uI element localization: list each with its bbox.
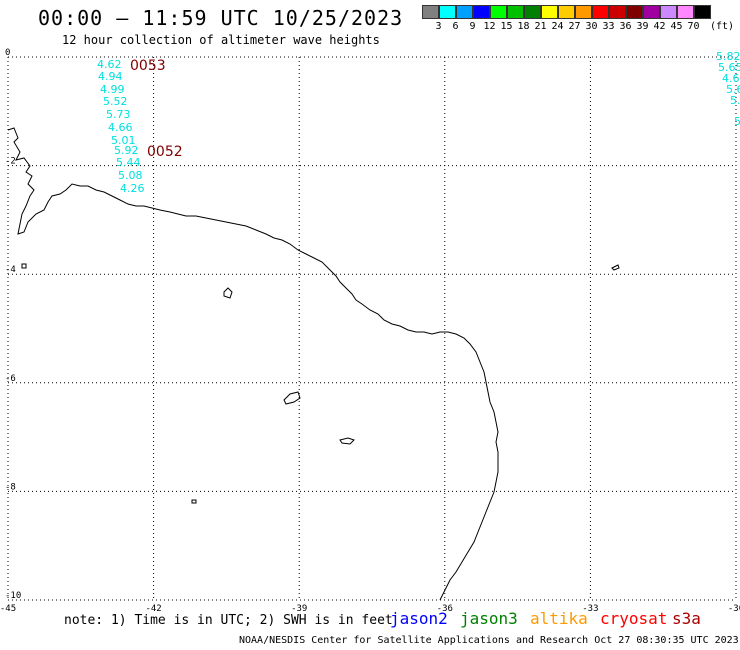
legend-unit: (ft): [710, 21, 735, 32]
legend-label: 24: [551, 21, 564, 32]
wave-height-label: 5.92: [114, 144, 139, 157]
island-6: [21, 263, 27, 269]
wave-height-label: 5.: [730, 94, 740, 107]
coastline: [7, 127, 620, 601]
island-2: [283, 391, 301, 405]
legend-label: 42: [653, 21, 666, 32]
legend-swatch: [609, 5, 626, 19]
lon-tick-label: -42: [145, 604, 161, 614]
legend-label: 30: [585, 21, 598, 32]
wave-height-label: 5.6: [726, 83, 740, 96]
legend-swatch: [541, 5, 558, 19]
legend-label: 9: [469, 21, 476, 32]
map-grid: [7, 56, 737, 601]
legend-swatch: [575, 5, 592, 19]
legend-swatch: [592, 5, 609, 19]
legend-swatch: [694, 5, 711, 19]
legend-swatch: [507, 5, 524, 19]
lon-tick-label: -39: [291, 604, 307, 614]
island-3: [339, 437, 355, 445]
legend-label: 39: [636, 21, 649, 32]
lat-tick-label: -6: [5, 374, 16, 384]
axis-ticks: -45 -42 -39 -36 -33 -30 0 -2 -4 -6 -8 -10: [0, 48, 740, 614]
island-5: [611, 264, 620, 271]
wave-height-label: 5.82: [716, 50, 740, 63]
satellite-label: s3a: [672, 609, 701, 628]
wave-height-label: 5.01: [111, 134, 136, 147]
wave-height-label: 5.65: [718, 61, 740, 74]
legend-swatch: [439, 5, 456, 19]
legend-label: 3: [435, 21, 442, 32]
lat-tick-label: 0: [5, 48, 10, 58]
legend-swatch: [643, 5, 660, 19]
pass-time-label: 0052: [147, 144, 183, 160]
legend-label: 15: [500, 21, 513, 32]
wave-height-label: 4.66: [108, 121, 133, 134]
satellite-label: jason3: [460, 609, 518, 628]
wave-height-label: 5: [734, 115, 740, 128]
legend-label: 18: [517, 21, 530, 32]
legend-label: 6: [452, 21, 459, 32]
wave-height-label: 4.99: [100, 83, 125, 96]
island-4: [191, 499, 197, 504]
lon-tick-label: -30: [728, 604, 740, 614]
satellite-label: altika: [530, 609, 588, 628]
wave-height-label: 4.26: [120, 182, 145, 195]
legend-label: 70: [687, 21, 700, 32]
legend-label: 36: [619, 21, 632, 32]
pass-time-label: 0053: [130, 58, 166, 74]
legend-swatch: [677, 5, 694, 19]
map-title: 00:00 – 11:59 UTC 10/25/2023: [38, 6, 404, 30]
wave-height-label: 5.52: [103, 95, 128, 108]
lat-tick-label: -2: [5, 157, 16, 167]
map-subtitle: 12 hour collection of altimeter wave hei…: [62, 33, 380, 47]
lat-tick-label: -10: [5, 591, 21, 601]
legend-swatch: [558, 5, 575, 19]
lon-tick-label: -36: [437, 604, 453, 614]
color-legend: [422, 5, 711, 19]
legend-swatch: [473, 5, 490, 19]
footer-credit: NOAA/NESDIS Center for Satellite Applica…: [239, 635, 739, 646]
lon-tick-label: -33: [582, 604, 598, 614]
legend-label: 45: [670, 21, 683, 32]
lat-tick-label: -8: [5, 482, 16, 492]
legend-label: 21: [534, 21, 547, 32]
legend-swatch: [422, 5, 439, 19]
lat-tick-label: -4: [5, 265, 16, 275]
legend-label: 27: [568, 21, 581, 32]
satellite-label: cryosat: [600, 609, 668, 628]
island-1: [223, 287, 233, 299]
legend-swatch: [490, 5, 507, 19]
wave-height-label: 5.44: [116, 156, 141, 169]
brazil-coastline: [7, 127, 499, 601]
legend-label: 12: [483, 21, 496, 32]
wave-height-label: 4.63: [722, 72, 740, 85]
legend-label: 33: [602, 21, 615, 32]
legend-swatch: [660, 5, 677, 19]
wave-height-label: 4.94: [98, 70, 123, 83]
color-legend-labels: 3 6 9 12 15 18 21 24 27 30 33 36 39 42 45 70: [422, 21, 702, 32]
wave-height-label: 5.73: [106, 108, 131, 121]
wave-height-label: 4.62: [97, 58, 122, 71]
altimeter-tracks: 4.624.944.995.525.734.665.015.925.445.08…: [97, 50, 740, 195]
legend-swatch: [524, 5, 541, 19]
legend-swatch: [626, 5, 643, 19]
note-text: note: 1) Time is in UTC; 2) SWH is in fe…: [64, 613, 393, 628]
wave-height-label: 5.08: [118, 169, 143, 182]
satellite-label: jason2: [390, 609, 448, 628]
lon-tick-label: -45: [0, 604, 16, 614]
legend-swatch: [456, 5, 473, 19]
